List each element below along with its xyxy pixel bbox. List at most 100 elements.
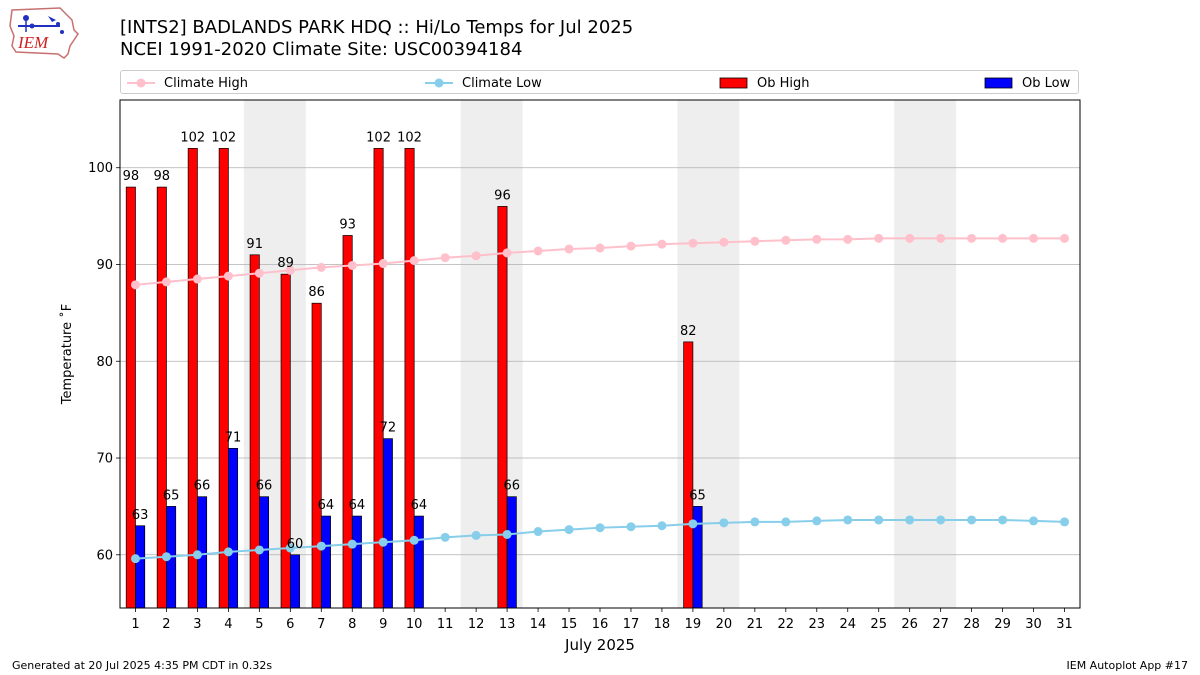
ob-low-bar: [320, 515, 331, 609]
climate-high-point: [223, 271, 233, 281]
x-tick-label: 7: [317, 617, 325, 632]
ob-low-bar: [289, 554, 300, 609]
ob-high-bar: [156, 186, 167, 609]
ob-high-data-label: 102: [180, 130, 205, 145]
climate-low-point: [223, 547, 233, 557]
climate-high-point: [316, 262, 326, 272]
ob-low-bar: [351, 515, 362, 609]
climate-low-point: [285, 543, 295, 553]
y-axis-label: Temperature ˚F: [59, 304, 75, 405]
climate-low-point: [347, 539, 357, 549]
x-tick-label: 4: [224, 617, 232, 632]
climate-high-point: [967, 233, 977, 243]
y-tick-label: 90: [96, 258, 113, 273]
climate-low-point: [781, 517, 791, 527]
x-tick-label: 10: [406, 617, 423, 632]
x-axis-label: July 2025: [564, 636, 635, 654]
x-tick-label: 8: [348, 617, 356, 632]
x-tick-label: 14: [530, 617, 547, 632]
x-tick-label: 17: [623, 617, 640, 632]
logo-text: IEM: [17, 33, 49, 52]
climate-low-point: [657, 521, 667, 531]
climate-high-point: [843, 234, 853, 244]
ob-high-data-label: 102: [397, 130, 422, 145]
climate-low-point: [936, 515, 946, 525]
climate-high-point: [285, 265, 295, 275]
y-tick-label: 80: [96, 355, 113, 370]
climate-high-point: [502, 248, 512, 258]
climate-high-point: [812, 234, 822, 244]
climate-low-point: [533, 527, 543, 537]
ob-low-data-label: 60: [287, 537, 304, 552]
iem-logo: IEM: [9, 7, 79, 59]
climate-high-point: [409, 256, 419, 266]
climate-low-point: [1029, 516, 1039, 526]
climate-high-point: [533, 246, 543, 256]
ob-high-data-label: 82: [680, 324, 697, 339]
x-tick-label: 24: [839, 617, 856, 632]
x-tick-label: 3: [193, 617, 201, 632]
x-tick-label: 5: [255, 617, 263, 632]
climate-high-point: [874, 233, 884, 243]
x-tick-label: 19: [685, 617, 702, 632]
x-tick-label: 29: [994, 617, 1011, 632]
legend-item-ob-high: Ob High: [719, 74, 810, 92]
legend-swatch-ob-high: [719, 77, 748, 89]
ob-high-data-label: 91: [246, 237, 263, 252]
climate-high-point: [905, 233, 915, 243]
climate-low-point: [409, 535, 419, 545]
x-tick-label: 16: [592, 617, 609, 632]
ob-high-bar: [311, 302, 322, 609]
ob-high-bar: [125, 186, 136, 609]
climate-high-point: [781, 235, 791, 245]
x-tick-label: 9: [379, 617, 387, 632]
x-tick-label: 27: [932, 617, 949, 632]
climate-low-point: [688, 519, 698, 529]
legend-swatch-climate-low: [425, 78, 453, 88]
legend-item-climate-low: Climate Low: [424, 74, 542, 92]
ob-low-bar: [413, 515, 424, 609]
climate-low-point: [564, 525, 574, 535]
x-tick-label: 18: [654, 617, 671, 632]
climate-high-point: [564, 244, 574, 254]
climate-high-point: [130, 280, 140, 290]
ob-high-bar: [342, 235, 353, 609]
ob-high-bar: [249, 254, 260, 609]
climate-low-point: [130, 554, 140, 564]
climate-high-point: [595, 243, 605, 253]
ob-low-data-label: 64: [411, 498, 428, 513]
app-note: IEM Autoplot App #17: [1066, 659, 1189, 672]
legend-label-ob-high: Ob High: [757, 75, 810, 91]
climate-high-point: [161, 277, 171, 287]
ob-high-data-label: 102: [366, 130, 391, 145]
x-tick-label: 1: [131, 617, 139, 632]
ob-low-data-label: 72: [380, 421, 397, 436]
ob-high-data-label: 86: [308, 285, 325, 300]
ob-low-data-label: 66: [256, 479, 273, 494]
climate-high-point: [750, 236, 760, 246]
ob-high-data-label: 89: [277, 256, 294, 271]
x-tick-label: 12: [468, 617, 485, 632]
climate-low-point: [192, 550, 202, 560]
climate-low-point: [905, 515, 915, 525]
climate-low-point: [254, 545, 264, 555]
ob-low-bar: [135, 525, 146, 609]
x-tick-label: 30: [1025, 617, 1042, 632]
legend-label-climate-high: Climate High: [164, 75, 249, 91]
plot-frame: [119, 99, 1081, 609]
x-tick-label: 21: [747, 617, 764, 632]
climate-low-point: [719, 518, 729, 528]
ob-low-data-label: 64: [349, 498, 366, 513]
climate-high-point: [1029, 233, 1039, 243]
ob-high-data-label: 93: [339, 217, 356, 232]
ob-high-data-label: 102: [211, 130, 236, 145]
x-tick-label: 20: [716, 617, 733, 632]
chart-title-line1: [INTS2] BADLANDS PARK HDQ :: Hi/Lo Temps…: [120, 17, 634, 38]
climate-low-point: [812, 516, 822, 526]
climate-high-point: [440, 253, 450, 263]
legend-label-climate-low: Climate Low: [462, 75, 542, 91]
ob-low-data-label: 65: [689, 488, 706, 503]
ob-low-data-label: 63: [132, 508, 149, 523]
generated-note: Generated at 20 Jul 2025 4:35 PM CDT in …: [12, 659, 273, 672]
